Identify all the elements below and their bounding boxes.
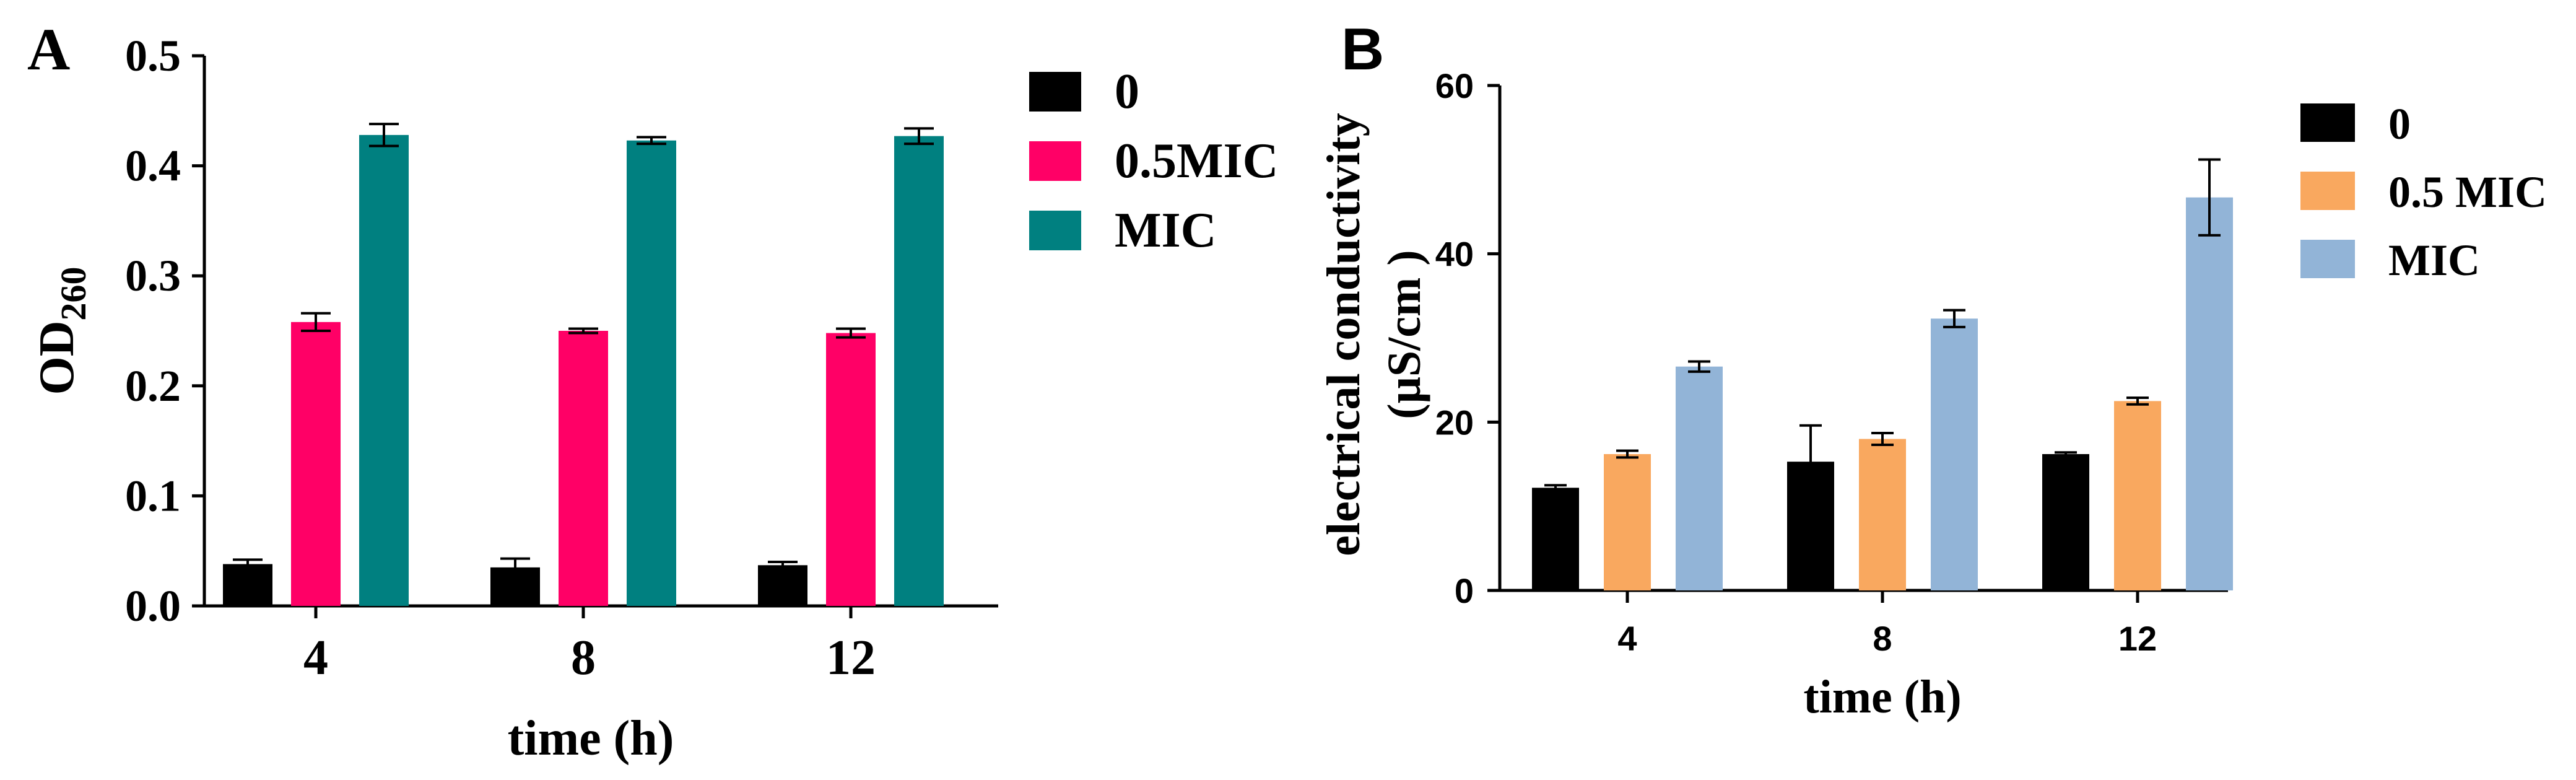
panel-b: B 0 20 40 60 4 8 12 time (h) electrical condu… bbox=[1318, 16, 2547, 723]
panel-a-error-bar bbox=[301, 312, 331, 332]
panel-b-bar bbox=[2114, 401, 2161, 590]
panel-a-bar bbox=[894, 136, 944, 606]
panel-b-error-bar bbox=[2055, 451, 2077, 457]
panel-a-error-bar bbox=[568, 327, 598, 335]
panel-a-error-bar bbox=[369, 123, 399, 147]
panel-a-legend-swatch bbox=[1029, 211, 1081, 250]
panel-a-x-title: time (h) bbox=[508, 711, 674, 766]
panel-b-error-bar bbox=[1943, 309, 1965, 328]
panel-a-legend-item: 0.5MIC bbox=[1029, 134, 1278, 188]
panel-b-error-bar bbox=[1688, 360, 1710, 373]
panel-b-y-title-line1: electrical conductivity bbox=[1318, 113, 1370, 556]
panel-a-bar bbox=[826, 333, 876, 606]
panel-a-bar bbox=[223, 564, 272, 606]
panel-a-bar bbox=[758, 565, 807, 606]
panel-b-label: B bbox=[1341, 16, 1384, 82]
panel-a-bar bbox=[359, 134, 409, 606]
panel-a-y-tick-label: 0.5 bbox=[125, 31, 181, 81]
panel-b-legend-swatch bbox=[2300, 103, 2355, 142]
panel-a-y-title-subscript: 260 bbox=[53, 267, 94, 321]
panel-b-error-bar bbox=[1616, 449, 1638, 459]
panel-a-y-ticks: 0.0 0.1 0.2 0.3 0.4 0.5 bbox=[125, 31, 204, 631]
panel-a-x-ticks: 4 8 12 bbox=[303, 606, 876, 685]
panel-a-x-tick-label: 12 bbox=[826, 631, 876, 685]
panel-a-y-tick-label: 0.2 bbox=[125, 361, 181, 411]
panel-b-y-tick-label: 20 bbox=[1435, 403, 1474, 442]
panel-b-y-tick-label: 40 bbox=[1435, 235, 1474, 274]
panel-a-legend-label: 0.5MIC bbox=[1115, 134, 1278, 188]
panel-a-legend: 0 0.5MIC MIC bbox=[1029, 64, 1278, 258]
panel-b-x-ticks: 4 8 12 bbox=[1617, 590, 2157, 658]
panel-b-error-bar bbox=[1799, 424, 1822, 499]
panel-b-error-bar bbox=[2198, 158, 2221, 237]
panel-a: A 0.0 0.1 0.2 0.3 0.4 0.5 4 8 12 time (h) OD260… bbox=[27, 16, 1278, 766]
panel-a-legend-label: MIC bbox=[1115, 203, 1216, 258]
panel-b-bar bbox=[1859, 439, 1906, 590]
panel-a-y-title-main: OD bbox=[30, 321, 84, 395]
panel-a-error-bar bbox=[768, 560, 798, 570]
panel-b-y-title-line2: (μS/cm ) bbox=[1378, 250, 1430, 419]
panel-b-bar bbox=[1931, 318, 1978, 590]
panel-a-y-title: OD260 bbox=[30, 267, 94, 395]
panel-a-legend-item: 0 bbox=[1029, 64, 1139, 119]
panel-b-x-tick-label: 8 bbox=[1873, 619, 1892, 658]
panel-a-x-tick-label: 8 bbox=[571, 631, 596, 685]
panel-a-error-bar bbox=[836, 327, 866, 339]
panel-b-legend-label: MIC bbox=[2388, 235, 2480, 285]
panel-a-bars bbox=[223, 134, 944, 606]
panel-a-error-bar bbox=[904, 127, 934, 146]
panel-a-error-bar bbox=[233, 558, 263, 570]
panel-a-y-tick-label: 0.1 bbox=[125, 471, 181, 520]
panel-b-legend-swatch bbox=[2300, 172, 2355, 210]
panel-b-x-tick-label: 4 bbox=[1617, 619, 1637, 658]
panel-a-bar bbox=[627, 140, 676, 606]
panel-b-legend-item: 0.5 MIC bbox=[2300, 167, 2547, 217]
panel-b-bars bbox=[1532, 197, 2233, 590]
panel-b-x-tick-label: 12 bbox=[2118, 619, 2157, 658]
panel-a-error-bar bbox=[637, 136, 666, 146]
panel-a-legend-swatch bbox=[1029, 72, 1081, 112]
panel-a-error-bar bbox=[500, 557, 530, 578]
panel-b-y-ticks: 0 20 40 60 bbox=[1435, 66, 1500, 610]
panel-b-y-tick-label: 0 bbox=[1455, 571, 1474, 610]
panel-b-error-bar bbox=[1544, 484, 1567, 492]
panel-a-x-tick-label: 4 bbox=[303, 631, 328, 685]
panel-b-legend: 0 0.5 MIC MIC bbox=[2300, 99, 2547, 285]
panel-b-x-title: time (h) bbox=[1803, 671, 1961, 723]
panel-b-bar bbox=[2042, 454, 2089, 590]
panel-b-legend-label: 0 bbox=[2388, 99, 2411, 149]
panel-b-legend-swatch bbox=[2300, 240, 2355, 278]
panel-a-error-bars bbox=[233, 123, 934, 578]
panel-b-bar bbox=[2186, 197, 2233, 590]
panel-a-label: A bbox=[27, 16, 70, 82]
panel-b-legend-item: 0 bbox=[2300, 99, 2411, 149]
panel-b-y-tick-label: 60 bbox=[1435, 66, 1474, 105]
panel-a-y-tick-label: 0.4 bbox=[125, 141, 181, 191]
panel-b-bar bbox=[1676, 366, 1723, 590]
panel-b-error-bar bbox=[2126, 396, 2149, 406]
panel-a-bar bbox=[291, 322, 341, 606]
panel-b-bar bbox=[1604, 454, 1651, 590]
panel-b-bar bbox=[1532, 488, 1579, 590]
panel-a-legend-swatch bbox=[1029, 141, 1081, 181]
panel-a-legend-label: 0 bbox=[1115, 64, 1139, 119]
panel-a-bar bbox=[559, 331, 608, 606]
panel-a-legend-item: MIC bbox=[1029, 203, 1216, 258]
panel-a-y-tick-label: 0.3 bbox=[125, 251, 181, 300]
panel-b-legend-label: 0.5 MIC bbox=[2388, 167, 2547, 217]
panel-b-error-bars bbox=[1544, 158, 2221, 499]
panel-a-y-tick-label: 0.0 bbox=[125, 581, 181, 631]
panel-b-error-bar bbox=[1871, 431, 1894, 447]
panel-b-legend-item: MIC bbox=[2300, 235, 2480, 285]
